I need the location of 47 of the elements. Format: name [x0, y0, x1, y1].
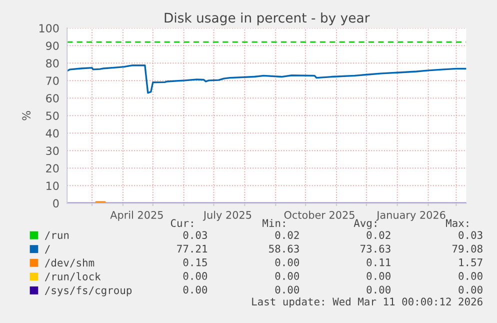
text: Min:: [262, 218, 285, 227]
text: 77.21: [177, 244, 208, 252]
y-tick-label: 80: [46, 59, 59, 68]
text: 0.00: [458, 272, 482, 280]
text: 0.15: [183, 258, 207, 266]
y-tick-label: 50: [46, 112, 59, 120]
text: 0.00: [458, 286, 482, 294]
chart-title: Disk usage in percent - by year: [164, 12, 370, 26]
y-axis-title: %: [22, 110, 31, 120]
x-tick-label: April 2025: [110, 210, 163, 221]
y-tick-label: 100: [39, 24, 59, 32]
text: Cur:: [170, 219, 193, 228]
text: 79.08: [452, 244, 482, 253]
text: 0.00: [183, 286, 208, 294]
y-tick-label: 70: [46, 76, 59, 85]
legend-label: /dev/shm: [44, 258, 94, 268]
legend-label: /: [44, 245, 50, 254]
text: 0.00: [275, 286, 300, 294]
text: 58.63: [269, 244, 299, 253]
y-tick-label: 10: [46, 182, 59, 190]
legend-label: /sys/fs/cgroup: [44, 286, 132, 296]
legend-label: /run/lock: [44, 272, 101, 282]
text: Avg:: [354, 219, 376, 230]
text: 0.03: [183, 231, 207, 239]
text: 1.57: [459, 258, 482, 266]
y-tick-label: 30: [46, 146, 59, 156]
text: 0.03: [458, 231, 482, 239]
x-tick-label: July 2025: [202, 210, 252, 221]
y-tick-label: 0: [53, 199, 59, 208]
text: 73.63: [360, 244, 390, 253]
y-tick-label: 90: [46, 42, 59, 50]
text: 0.02: [275, 231, 299, 239]
text: 0.00: [275, 258, 300, 266]
text: 0.00: [275, 272, 300, 280]
x-tick-label: January 2026: [376, 210, 446, 221]
text: 0.11: [366, 258, 390, 266]
y-tick-label: 60: [46, 94, 59, 103]
text: 0.00: [366, 272, 390, 280]
y-tick-label: 20: [46, 164, 59, 173]
y-tick-label: 40: [46, 129, 59, 138]
text: 0.00: [366, 286, 390, 294]
text: Max:: [446, 219, 468, 228]
text: 0.00: [183, 272, 208, 280]
legend-label: /run: [44, 231, 69, 240]
x-tick-label: October 2025: [284, 210, 354, 219]
text: Last update: Wed Mar 11 00:00:12 2026: [252, 297, 482, 308]
text: 0.02: [366, 231, 390, 239]
